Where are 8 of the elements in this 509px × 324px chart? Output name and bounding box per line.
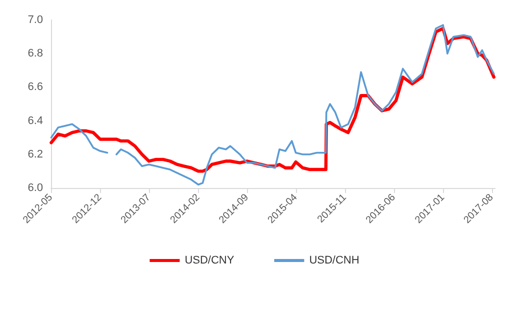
y-tick-label: 6.8 bbox=[28, 48, 43, 60]
legend-label: USD/CNH bbox=[309, 254, 360, 266]
y-tick-label: 6.4 bbox=[28, 114, 43, 127]
y-tick-label: 7.0 bbox=[28, 14, 43, 26]
legend-label: USD/CNY bbox=[184, 254, 235, 266]
y-tick-label: 6.0 bbox=[28, 182, 43, 194]
y-tick-label: 6.6 bbox=[28, 81, 43, 94]
y-tick-label: 6.2 bbox=[28, 148, 43, 160]
